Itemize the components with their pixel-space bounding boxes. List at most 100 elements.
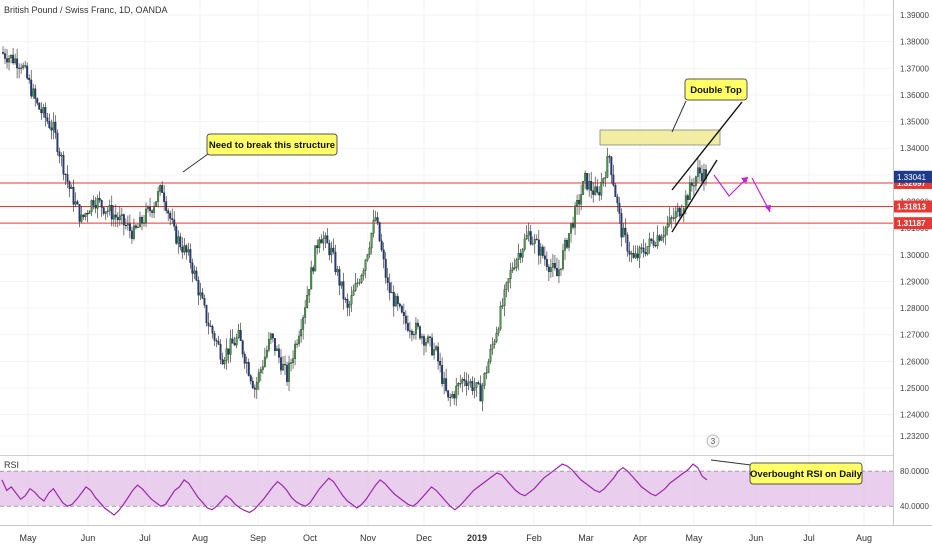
price-pane [0, 0, 893, 525]
candle-body [310, 268, 312, 290]
candle-body [222, 359, 224, 364]
time-tick-label: Aug [192, 533, 208, 543]
candle-body [580, 195, 582, 204]
price-tick-label: 1.27000 [900, 331, 929, 340]
candle-body [266, 350, 268, 357]
price-tick-label: 1.36000 [900, 91, 929, 100]
price-tick-label: 1.35000 [900, 118, 929, 127]
candle-body [224, 360, 226, 364]
candle-body [461, 379, 463, 383]
candle-body [337, 269, 339, 272]
candle-body [175, 226, 177, 243]
candle-body [353, 291, 355, 296]
candle-body [651, 239, 653, 241]
candle-body [572, 224, 574, 228]
candle-body [252, 381, 254, 388]
candle-body [167, 211, 169, 213]
candle-body [77, 202, 79, 205]
candle-body [562, 250, 564, 268]
candle-body [179, 237, 181, 247]
candle-body [405, 316, 407, 323]
candle-body [395, 296, 397, 306]
price-tick-label: 1.26000 [900, 357, 929, 366]
candle-body [137, 227, 139, 228]
candle-body [369, 248, 371, 255]
candle-body [324, 236, 326, 239]
candle-body [99, 198, 101, 200]
candle-body [282, 364, 284, 370]
price-tick-label: 1.38000 [900, 38, 929, 47]
rsi-tick-label: 40.0000 [900, 502, 929, 511]
candle-body [4, 54, 6, 59]
candle-body [85, 213, 87, 216]
candle-body [431, 338, 433, 355]
candle-body [210, 326, 212, 327]
candle-body [490, 349, 492, 361]
candle-body [6, 59, 8, 63]
candle-body [8, 58, 10, 62]
candle-body [250, 376, 252, 381]
candle-body [556, 268, 558, 276]
time-tick-label: Jun [749, 533, 764, 543]
candle-body [59, 152, 61, 156]
candle-body [248, 362, 250, 375]
candle-body [536, 239, 538, 240]
candle-body [129, 224, 131, 231]
candle-body [306, 295, 308, 307]
candle-body [413, 334, 415, 335]
candle-body [81, 215, 83, 222]
candle-body [234, 343, 236, 345]
candle-body [232, 339, 234, 343]
candle-body [220, 344, 222, 359]
candle-body [30, 80, 32, 96]
candle-body [262, 367, 264, 370]
candle-body [198, 280, 200, 295]
candle-body [18, 68, 20, 69]
candle-body [349, 304, 351, 307]
candle-body [363, 271, 365, 275]
candle-body [520, 253, 522, 257]
candle-body [109, 205, 111, 211]
candle-body [417, 323, 419, 327]
candle-body [602, 178, 604, 182]
candle-body [649, 239, 651, 247]
candle-body [244, 354, 246, 363]
candle-body [206, 305, 208, 323]
idea-badge[interactable]: 3 [707, 435, 719, 447]
candle-body [389, 283, 391, 293]
candle-body [236, 338, 238, 345]
last-price-tag-text: 1.33041 [897, 173, 926, 182]
candle-body [28, 78, 30, 80]
candle-body [125, 225, 127, 226]
candle-body [12, 55, 14, 63]
candle-body [558, 270, 560, 276]
candle-body [202, 293, 204, 299]
candle-body [566, 240, 568, 247]
candle-body [320, 240, 322, 244]
candle-body [24, 66, 26, 67]
candle-body [600, 182, 602, 195]
candle-body [103, 207, 105, 213]
candle-body [598, 192, 600, 195]
candle-body [119, 216, 121, 220]
candle-body [478, 382, 480, 383]
candle-body [387, 278, 389, 283]
candle-body [530, 231, 532, 244]
candle-body [633, 253, 635, 257]
candle-body [631, 253, 633, 254]
price-axis[interactable]: 1.390001.380001.370001.360001.350001.340… [894, 0, 932, 525]
candle-body [671, 218, 673, 219]
candle-body [173, 220, 175, 227]
candle-body [26, 66, 28, 78]
candle-body [42, 107, 44, 113]
candle-body [171, 219, 173, 220]
candle-body [278, 349, 280, 358]
candle-body [617, 197, 619, 203]
candle-body [16, 59, 18, 68]
candle-body [582, 181, 584, 194]
candle-body [474, 388, 476, 391]
candle-body [327, 236, 329, 244]
